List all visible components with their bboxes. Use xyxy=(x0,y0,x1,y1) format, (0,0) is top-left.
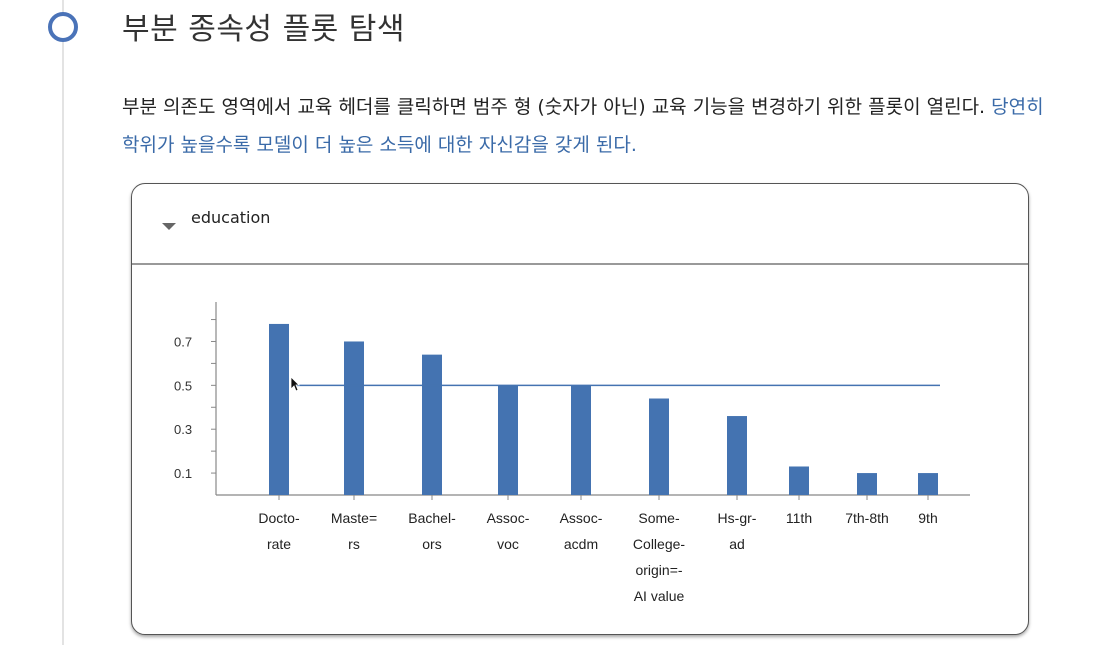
bar xyxy=(344,341,364,495)
bar xyxy=(857,473,877,495)
x-tick-label: origin=- xyxy=(635,562,682,578)
card-title: education xyxy=(191,208,271,227)
y-tick-label: 0.3 xyxy=(174,422,192,437)
card-header[interactable]: education xyxy=(132,184,1028,265)
bar xyxy=(571,385,591,495)
x-tick-label: Some- xyxy=(638,510,680,526)
step-circle-icon xyxy=(48,12,78,42)
section-heading: 부분 종속성 플롯 탐색 xyxy=(122,12,406,47)
section-description: 부분 의존도 영역에서 교육 헤더를 클릭하면 범주 형 (숫자가 아닌) 교육… xyxy=(122,88,1062,164)
x-tick-label: ad xyxy=(729,536,745,552)
x-tick-label: voc xyxy=(497,536,519,552)
x-tick-label: acdm xyxy=(564,536,598,552)
x-tick-label: 9th xyxy=(918,510,937,526)
x-tick-label: Hs-gr- xyxy=(718,510,757,526)
caret-down-icon[interactable] xyxy=(162,223,176,230)
x-tick-label: 11th xyxy=(786,510,812,526)
x-tick-label: rs xyxy=(348,536,360,552)
x-tick-label: College- xyxy=(633,536,685,552)
y-tick-label: 0.7 xyxy=(174,334,192,349)
bar xyxy=(918,473,938,495)
description-text: 부분 의존도 영역에서 교육 헤더를 클릭하면 범주 형 (숫자가 아닌) 교육… xyxy=(122,96,986,118)
x-tick-label: ors xyxy=(422,536,441,552)
bar xyxy=(422,354,442,495)
bar xyxy=(789,466,809,495)
x-tick-label: AI value xyxy=(634,588,685,604)
y-tick-label: 0.5 xyxy=(174,378,192,393)
bar xyxy=(498,385,518,495)
pdp-card: education 0.1 0.3 0.5 0.7 Docto-rate Maste= rs… xyxy=(131,183,1029,635)
timeline-line xyxy=(62,0,64,645)
x-tick-label: Bachel- xyxy=(408,510,456,526)
x-tick-label: Assoc- xyxy=(560,510,603,526)
y-tick-label: 0.1 xyxy=(174,466,192,481)
x-tick-label: Maste= xyxy=(331,510,377,526)
description-highlight: 당연히 학위가 높을수록 모델이 더 높은 소득에 대한 자신감을 갖게 된다. xyxy=(122,96,1044,156)
bar xyxy=(649,398,669,495)
x-tick-label: Docto- xyxy=(258,510,300,526)
x-tick-label: rate xyxy=(267,536,291,552)
bar xyxy=(727,416,747,495)
mouse-cursor-icon xyxy=(290,376,300,392)
x-tick-label: Assoc- xyxy=(487,510,530,526)
bar xyxy=(269,323,289,495)
x-tick-label: 7th-8th xyxy=(845,510,889,526)
education-bar-chart: 0.1 0.3 0.5 0.7 Docto-rate Maste= rs Bachel-ors… xyxy=(174,302,970,604)
